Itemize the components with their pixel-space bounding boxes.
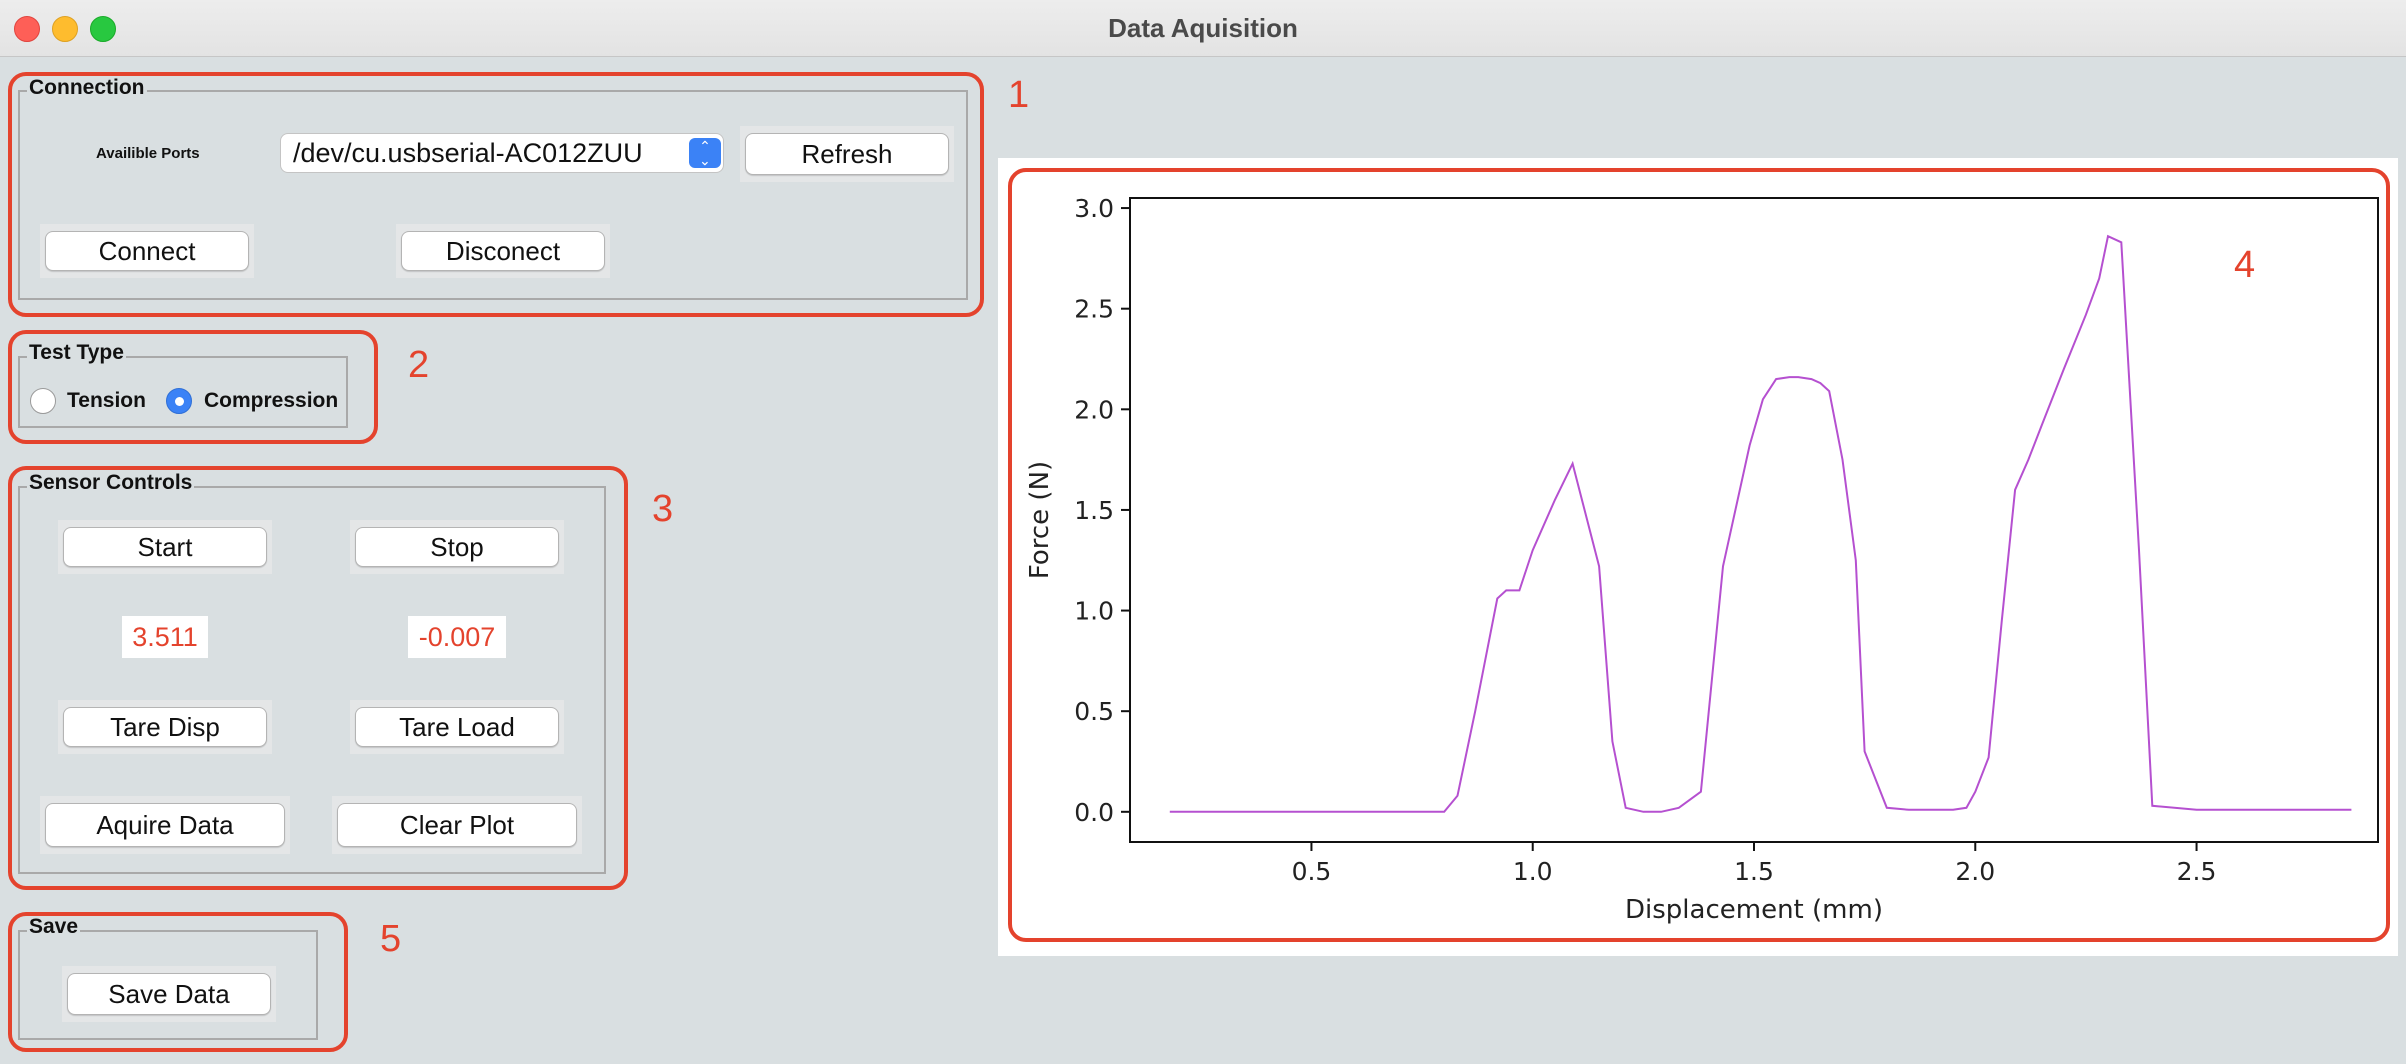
annotation-box-2 [8,330,378,444]
select-chevron-icon: ⌃ ⌃ [689,138,721,168]
load-readout: -0.007 [408,616,506,658]
minimize-window-button[interactable] [52,16,78,42]
clear-plot-button-frame: Clear Plot [332,796,582,854]
disconnect-button[interactable]: Disconect [401,231,605,271]
annotation-number-4: 4 [2234,244,2256,286]
compression-radio-label: Compression [204,389,339,412]
tare-disp-button[interactable]: Tare Disp [63,707,267,747]
window-title: Data Aquisition [1108,13,1298,43]
test-type-group-title: Test Type [27,341,126,365]
save-data-button-frame: Save Data [62,966,276,1022]
close-window-button[interactable] [14,16,40,42]
port-select[interactable]: /dev/cu.usbserial-AC012ZUU ⌃ ⌃ [280,133,724,173]
series-line-0 [1169,234,2352,813]
annotation-box-5 [8,912,348,1052]
stop-button[interactable]: Stop [355,527,559,567]
connection-group [18,90,968,300]
stop-button-frame: Stop [350,520,564,574]
annotation-box-3 [8,466,628,890]
x-tick-label: 0.5 [1292,857,1332,886]
port-select-value: /dev/cu.usbserial-AC012ZUU [293,137,643,168]
sensor-controls-group-title: Sensor Controls [27,471,195,495]
displacement-readout: 3.511 [122,616,208,658]
refresh-button-frame: Refresh [740,126,954,182]
tare-load-button[interactable]: Tare Load [355,707,559,747]
test-type-group [18,356,348,428]
clear-plot-button[interactable]: Clear Plot [337,803,577,847]
start-button-frame: Start [58,520,272,574]
available-ports-label: Availible Ports [96,145,200,162]
connect-button[interactable]: Connect [45,231,249,271]
y-tick-label: 1.5 [1074,496,1114,525]
y-tick-label: 0.5 [1074,697,1114,726]
chart-svg: 0.5 1.0 1.5 2.0 2.5 0.0 0.5 1.0 1.5 2.0 2.5 3.0 Disp… [1025,194,2379,925]
save-group [18,930,318,1040]
x-tick-label: 1.5 [1734,857,1774,886]
y-axis-label: Force (N) [1025,461,1055,579]
y-tick-label: 3.0 [1074,194,1114,223]
y-tick-label: 1.0 [1074,597,1114,626]
zoom-window-button[interactable] [90,16,116,42]
tension-radio-label: Tension [67,389,146,412]
acquire-data-button[interactable]: Aquire Data [45,803,285,847]
annotation-number-1: 1 [1008,74,1030,116]
force-displacement-plot: 0.5 1.0 1.5 2.0 2.5 0.0 0.5 1.0 1.5 2.0 2.5 3.0 Disp… [998,158,2398,956]
connection-group-title: Connection [27,76,147,100]
tare-load-button-frame: Tare Load [350,700,564,754]
save-data-button[interactable]: Save Data [67,973,271,1015]
annotation-number-2: 2 [408,344,430,386]
start-button[interactable]: Start [63,527,267,567]
refresh-button[interactable]: Refresh [745,133,949,175]
x-tick-label: 1.0 [1513,857,1553,886]
x-tick-label: 2.0 [1955,857,1995,886]
disconnect-button-frame: Disconect [396,224,610,278]
x-tick-label: 2.5 [2177,857,2217,886]
acquire-data-button-frame: Aquire Data [40,796,290,854]
tension-radio[interactable] [30,388,56,414]
y-tick-label: 2.0 [1074,395,1114,424]
compression-radio[interactable] [166,388,192,414]
save-group-title: Save [27,915,81,939]
annotation-box-4 [1008,168,2390,942]
annotation-number-3: 3 [652,488,674,530]
tare-disp-button-frame: Tare Disp [58,700,272,754]
connect-button-frame: Connect [40,224,254,278]
sensor-controls-group [18,486,606,874]
y-tick-label: 2.5 [1074,295,1114,324]
annotation-box-1 [8,72,984,317]
x-axis-label: Displacement (mm) [1625,895,1883,925]
y-tick-label: 0.0 [1074,798,1114,827]
annotation-number-5: 5 [380,918,402,960]
title-bar: Data Aquisition [0,0,2406,57]
